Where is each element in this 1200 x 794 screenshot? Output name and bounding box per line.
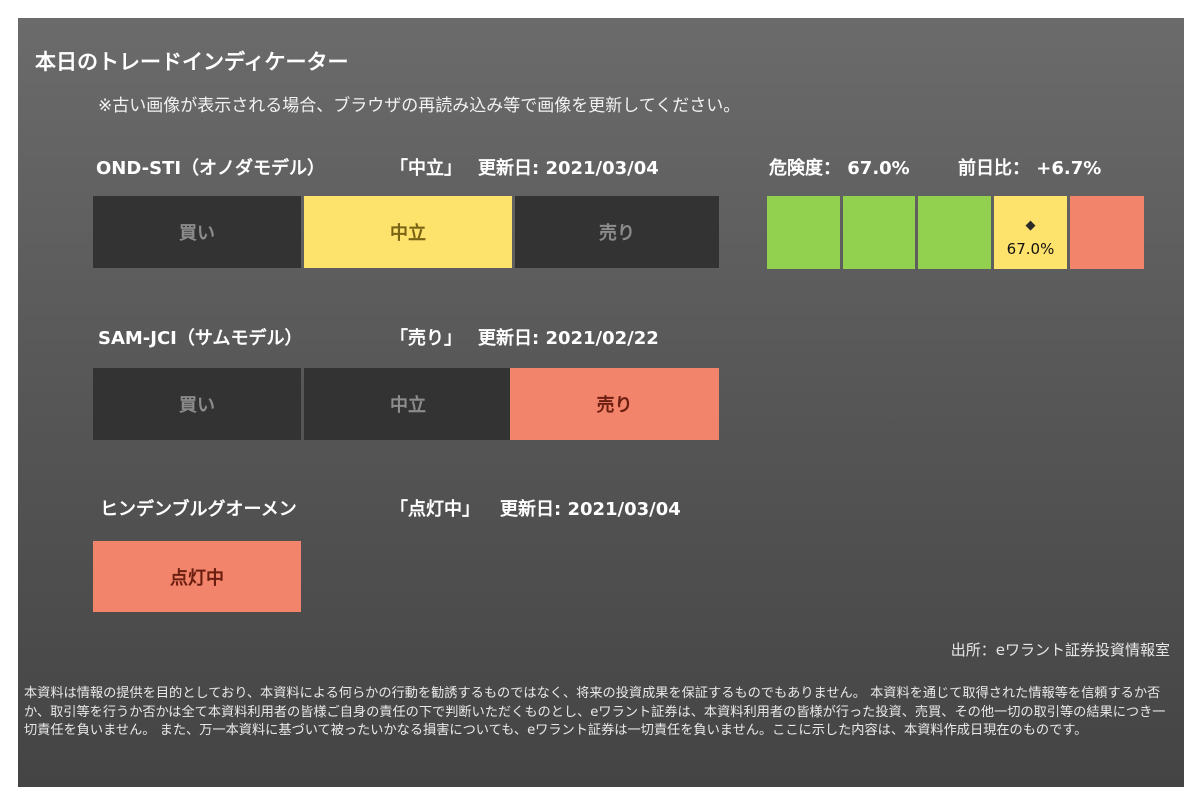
- refresh-note: ※古い画像が表示される場合、ブラウザの再読み込み等で画像を更新してください。: [98, 96, 741, 116]
- sam-jci-buy-segment: 買い: [93, 368, 301, 440]
- risk-gauge-cell-2: [843, 196, 915, 269]
- risk-gauge-value: 67.0%: [1006, 240, 1055, 258]
- hindenburg-omen-updated: 更新日: 2021/03/04: [500, 499, 681, 520]
- hindenburg-omen-status: 「点灯中」: [390, 499, 480, 520]
- disclaimer-text: 本資料は情報の提供を目的としており、本資料による何らかの行動を勧誘するものではな…: [24, 686, 1166, 738]
- risk-gauge-cell-4: ◆ 67.0%: [994, 196, 1067, 269]
- hindenburg-omen-lit-segment: 点灯中: [93, 541, 301, 612]
- risk-gauge-cell-1: [767, 196, 840, 269]
- risk-level-label: 危険度： 67.0%: [769, 158, 910, 179]
- indicator-panel: 本日のトレードインディケーター ※古い画像が表示される場合、ブラウザの再読み込み…: [18, 18, 1184, 787]
- risk-gauge-cell-5: [1070, 196, 1144, 269]
- ond-sti-status: 「中立」: [390, 158, 462, 179]
- risk-gauge-cell-3: [918, 196, 991, 269]
- sam-jci-sell-segment: 売り: [510, 368, 719, 440]
- ond-sti-buy-segment: 買い: [93, 196, 301, 268]
- sam-jci-status: 「売り」: [390, 328, 462, 349]
- sam-jci-updated: 更新日: 2021/02/22: [478, 328, 659, 349]
- ond-sti-sell-segment: 売り: [515, 196, 719, 268]
- ond-sti-updated: 更新日: 2021/03/04: [478, 158, 659, 179]
- risk-change-label: 前日比： +6.7%: [958, 158, 1102, 179]
- risk-marker-icon: ◆: [1025, 218, 1036, 233]
- page-title: 本日のトレードインディケーター: [35, 50, 349, 74]
- sam-jci-neutral-segment: 中立: [304, 368, 512, 440]
- hindenburg-omen-name: ヒンデンブルグオーメン: [100, 499, 297, 520]
- source-credit: 出所：eワラント証券投資情報室: [950, 641, 1170, 659]
- sam-jci-name: SAM-JCI（サムモデル）: [98, 328, 303, 349]
- ond-sti-name: OND-STI（オノダモデル）: [96, 158, 326, 179]
- ond-sti-neutral-segment: 中立: [304, 196, 512, 268]
